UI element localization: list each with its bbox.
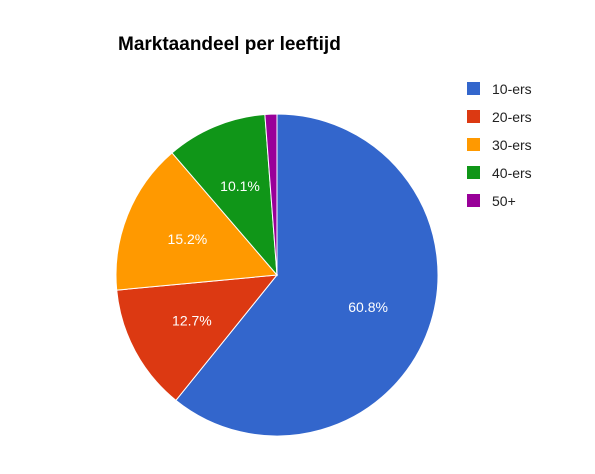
pie-slices [115, 113, 439, 437]
slice-value-label: 12.7% [172, 313, 212, 329]
legend-label: 30-ers [492, 137, 532, 153]
legend: 10-ers 20-ers 30-ers 40-ers 50+ [467, 81, 532, 209]
legend-label: 20-ers [492, 109, 532, 125]
pie-slice-50 [264, 113, 278, 276]
slice-value-label: 10.1% [220, 178, 260, 194]
pie-slice-10-ers [175, 113, 439, 437]
legend-label: 50+ [492, 193, 516, 209]
slice-value-label: 60.8% [348, 299, 388, 315]
legend-swatch [467, 110, 480, 123]
slice-value-label: 15.2% [168, 231, 208, 247]
pie-slice-20-ers [116, 274, 279, 402]
legend-swatch [467, 138, 480, 151]
chart-title: Marktaandeel per leeftijd [118, 34, 341, 55]
pie-slice-40-ers [171, 113, 278, 277]
legend-swatch [467, 194, 480, 207]
legend-swatch [467, 166, 480, 179]
pie-slice-30-ers [115, 152, 279, 291]
legend-label: 10-ers [492, 81, 532, 97]
legend-label: 40-ers [492, 165, 532, 181]
pie-slice-labels: 60.8% 12.7% 15.2% 10.1% [168, 178, 388, 329]
legend-swatch [467, 82, 480, 95]
